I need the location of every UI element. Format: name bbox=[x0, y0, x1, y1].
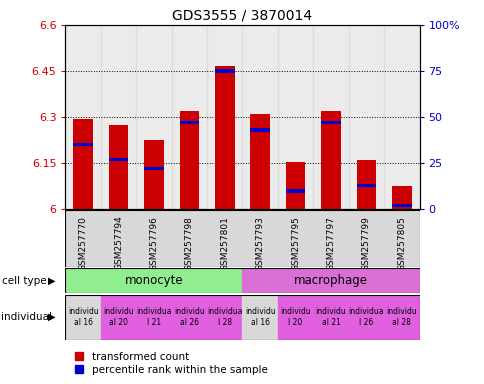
Bar bbox=[207, 25, 242, 209]
Text: macrophage: macrophage bbox=[293, 274, 367, 287]
Text: GSM257805: GSM257805 bbox=[396, 216, 406, 271]
Bar bbox=[277, 210, 313, 267]
Text: GSM257793: GSM257793 bbox=[255, 216, 264, 271]
Text: GSM257801: GSM257801 bbox=[220, 216, 229, 271]
Bar bbox=[277, 25, 313, 209]
Text: individu
al 20: individu al 20 bbox=[103, 308, 134, 327]
Legend: transformed count, percentile rank within the sample: transformed count, percentile rank withi… bbox=[71, 348, 271, 379]
Bar bbox=[136, 25, 171, 209]
Bar bbox=[108, 125, 128, 209]
Bar bbox=[242, 25, 277, 209]
Text: individu
l 20: individu l 20 bbox=[280, 308, 310, 327]
Bar bbox=[383, 210, 419, 267]
Bar bbox=[65, 295, 101, 340]
Bar bbox=[108, 158, 128, 161]
Bar bbox=[242, 295, 277, 340]
Text: individua
l 28: individua l 28 bbox=[207, 308, 242, 327]
Bar bbox=[101, 210, 136, 267]
Bar bbox=[320, 111, 340, 209]
Bar bbox=[171, 295, 207, 340]
Bar bbox=[285, 189, 305, 192]
Text: GSM257770: GSM257770 bbox=[78, 216, 88, 271]
Bar bbox=[73, 119, 93, 209]
Bar bbox=[313, 295, 348, 340]
Text: individu
al 16: individu al 16 bbox=[68, 308, 98, 327]
Bar bbox=[65, 210, 101, 267]
Bar bbox=[348, 295, 383, 340]
Bar bbox=[320, 121, 340, 124]
Bar bbox=[242, 268, 419, 293]
Text: individu
al 26: individu al 26 bbox=[174, 308, 204, 327]
Bar bbox=[313, 210, 348, 267]
Title: GDS3555 / 3870014: GDS3555 / 3870014 bbox=[172, 8, 312, 22]
Bar bbox=[179, 111, 199, 209]
Bar bbox=[391, 204, 411, 207]
Bar bbox=[171, 25, 207, 209]
Text: individua
l 26: individua l 26 bbox=[348, 308, 383, 327]
Text: GSM257794: GSM257794 bbox=[114, 216, 123, 270]
Text: GSM257799: GSM257799 bbox=[361, 216, 370, 271]
Bar bbox=[356, 184, 376, 187]
Text: individu
al 28: individu al 28 bbox=[386, 308, 416, 327]
Bar bbox=[285, 162, 305, 209]
Bar bbox=[214, 70, 234, 73]
Bar bbox=[313, 25, 348, 209]
Bar bbox=[101, 25, 136, 209]
Bar bbox=[207, 210, 242, 267]
Bar bbox=[277, 295, 313, 340]
Text: GSM257797: GSM257797 bbox=[326, 216, 335, 271]
Bar bbox=[179, 121, 199, 124]
Bar bbox=[250, 114, 270, 209]
Bar bbox=[171, 210, 207, 267]
Text: ▶: ▶ bbox=[47, 312, 55, 322]
Bar bbox=[214, 66, 234, 209]
Text: GSM257798: GSM257798 bbox=[184, 216, 194, 271]
Bar bbox=[136, 295, 171, 340]
Bar bbox=[207, 295, 242, 340]
Bar bbox=[383, 25, 419, 209]
Bar bbox=[65, 25, 101, 209]
Bar bbox=[136, 210, 171, 267]
Text: monocyte: monocyte bbox=[124, 274, 183, 287]
Bar bbox=[101, 295, 136, 340]
Text: ▶: ▶ bbox=[47, 275, 55, 286]
Bar bbox=[65, 268, 242, 293]
Bar bbox=[242, 210, 277, 267]
Bar bbox=[348, 210, 383, 267]
Bar bbox=[383, 295, 419, 340]
Bar bbox=[391, 186, 411, 209]
Text: individua
l 21: individua l 21 bbox=[136, 308, 171, 327]
Text: cell type: cell type bbox=[2, 275, 47, 286]
Bar bbox=[356, 160, 376, 209]
Bar bbox=[144, 167, 164, 170]
Text: individu
al 16: individu al 16 bbox=[244, 308, 275, 327]
Text: individu
al 21: individu al 21 bbox=[315, 308, 346, 327]
Text: GSM257795: GSM257795 bbox=[290, 216, 300, 271]
Text: GSM257796: GSM257796 bbox=[149, 216, 158, 271]
Bar bbox=[144, 140, 164, 209]
Bar bbox=[73, 143, 93, 146]
Bar bbox=[348, 25, 383, 209]
Text: individual: individual bbox=[1, 312, 52, 322]
Bar bbox=[250, 128, 270, 132]
